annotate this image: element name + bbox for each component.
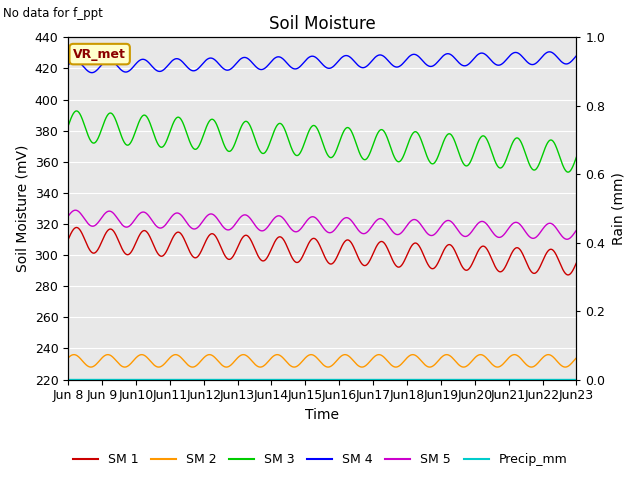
Y-axis label: Rain (mm): Rain (mm) bbox=[611, 172, 625, 245]
Text: VR_met: VR_met bbox=[73, 48, 126, 60]
Legend: SM 1, SM 2, SM 3, SM 4, SM 5, Precip_mm: SM 1, SM 2, SM 3, SM 4, SM 5, Precip_mm bbox=[68, 448, 572, 471]
Y-axis label: Soil Moisture (mV): Soil Moisture (mV) bbox=[15, 145, 29, 272]
Title: Soil Moisture: Soil Moisture bbox=[269, 15, 376, 33]
X-axis label: Time: Time bbox=[305, 408, 339, 422]
Text: No data for f_ppt: No data for f_ppt bbox=[3, 7, 103, 20]
